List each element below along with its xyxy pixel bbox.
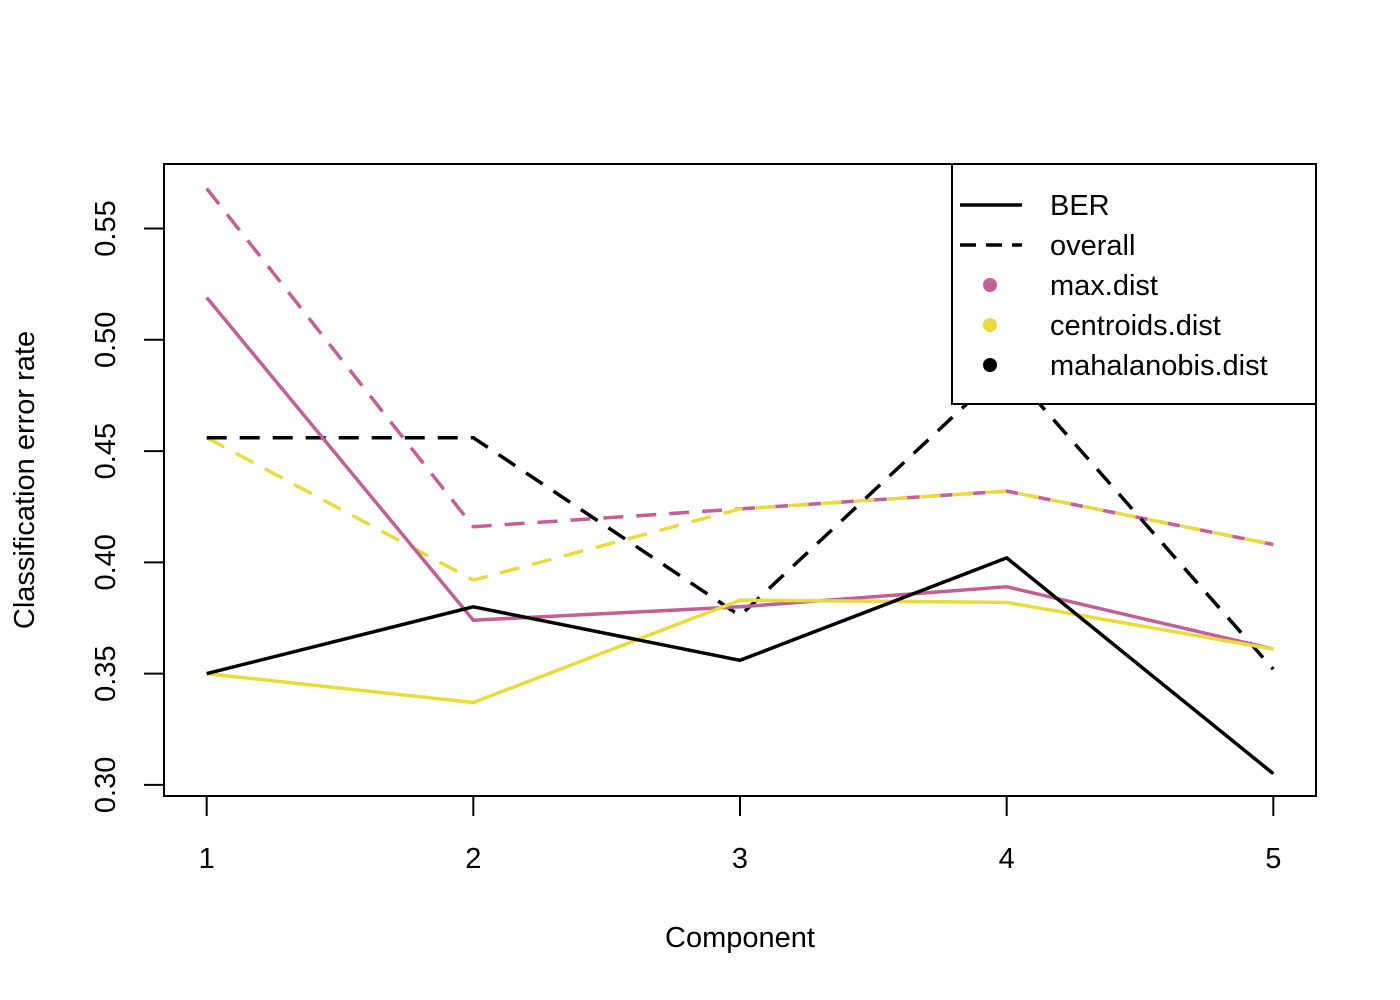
legend-dot-4 <box>983 358 997 372</box>
y-axis: 0.30 0.35 0.40 0.45 0.50 0.55 <box>90 200 165 813</box>
legend-label-1: overall <box>1050 230 1135 262</box>
legend-dot-3 <box>983 318 997 332</box>
y-tick-label: 0.40 <box>90 534 122 590</box>
x-axis: 1 2 3 4 5 <box>199 795 1281 875</box>
x-axis-label: Component <box>665 922 815 954</box>
x-tick-label: 3 <box>732 843 748 875</box>
legend-label-2: max.dist <box>1050 270 1158 302</box>
y-axis-label: Classification error rate <box>9 331 41 629</box>
x-tick-label: 2 <box>465 843 481 875</box>
x-tick-label: 1 <box>199 843 215 875</box>
y-tick-label: 0.50 <box>90 312 122 368</box>
series-line-4 <box>206 598 1274 705</box>
legend-dot-2 <box>983 278 997 292</box>
legend-box <box>951 163 1317 405</box>
y-tick-label: 0.55 <box>90 200 122 256</box>
series-layer <box>205 187 1275 776</box>
series-line-1 <box>205 436 1274 582</box>
legend-label-0: BER <box>1050 190 1110 222</box>
x-tick-label: 5 <box>1265 843 1281 875</box>
legend: BER overall max.dist centroids.dist mahalano… <box>951 163 1317 405</box>
series-line-2 <box>206 364 1275 671</box>
x-tick-label: 4 <box>999 843 1015 875</box>
series-line-5 <box>206 556 1275 776</box>
legend-label-4: mahalanobis.dist <box>1050 350 1268 382</box>
legend-label-3: centroids.dist <box>1050 310 1221 342</box>
series-line-3 <box>205 296 1274 651</box>
y-tick-label: 0.30 <box>90 757 122 813</box>
y-tick-label: 0.35 <box>90 645 122 701</box>
y-tick-label: 0.45 <box>90 423 122 479</box>
